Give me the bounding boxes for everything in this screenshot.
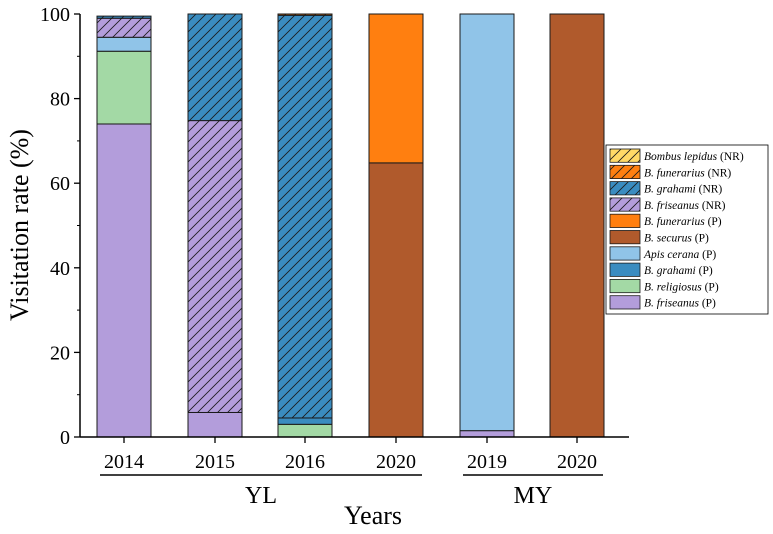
y-tick-label: 40	[50, 258, 70, 280]
legend-swatch	[609, 295, 641, 310]
x-tick-label: 2020	[557, 451, 597, 473]
legend-swatch	[609, 164, 641, 180]
bar-segment	[187, 13, 243, 122]
y-tick-label: 80	[50, 89, 70, 111]
legend-label: B. grahami (NR)	[644, 184, 722, 196]
legend-label: B. friseanus (NR)	[644, 200, 726, 212]
x-tick-label: 2015	[195, 451, 235, 473]
x-tick-label: 2014	[104, 451, 144, 473]
legend-swatch	[609, 181, 641, 196]
legend-label: B. funerarius (NR)	[644, 167, 731, 179]
legend-swatch	[609, 213, 641, 228]
y-tick-label: 60	[50, 173, 70, 195]
group-labels: YL MY	[100, 474, 603, 509]
y-tick-label: 100	[40, 4, 70, 26]
bar-segment	[187, 411, 243, 438]
bar-segment	[277, 417, 333, 425]
bar-segment	[96, 15, 152, 19]
bar-segment	[277, 13, 333, 16]
bar-segment	[459, 13, 515, 432]
legend-swatch	[609, 262, 641, 277]
legend-swatch	[609, 197, 641, 212]
legend-label: Apis cerana (P)	[643, 249, 716, 261]
x-tick-label: 2019	[467, 451, 507, 473]
bar-segment	[277, 14, 333, 419]
bar-segment	[96, 123, 152, 438]
x-tick-label: 2016	[285, 451, 325, 473]
bar-segment	[549, 13, 605, 438]
bar-segment	[277, 423, 333, 438]
legend-label: B. securus (P)	[644, 233, 709, 245]
group-label: MY	[514, 483, 553, 509]
legend-label: B. religiosus (P)	[644, 281, 719, 293]
bar-segment	[96, 50, 152, 125]
y-tick-label: 20	[50, 342, 70, 364]
bar-segment	[459, 430, 515, 438]
bar-segment	[368, 13, 424, 164]
bar-segment	[368, 162, 424, 438]
legend-swatch	[609, 278, 641, 294]
group-label: YL	[245, 483, 277, 509]
legend-swatch	[609, 246, 641, 261]
bars-layer	[96, 13, 605, 438]
legend-label: B. friseanus (P)	[644, 298, 716, 310]
legend: Bombus lepidus (NR) B. funerarius (NR) B. …	[605, 144, 769, 315]
legend-swatch	[609, 230, 641, 245]
x-axis-title: Years	[344, 501, 402, 530]
legend-label: B. grahami (P)	[644, 265, 713, 277]
axes-layer: 0 20 40 60 80 100 2014 2015 2016 2020 2019 2020	[40, 4, 629, 473]
y-axis-title: Visitation rate (%)	[5, 129, 34, 321]
bar-segment	[96, 36, 152, 52]
bar-segment	[187, 120, 243, 413]
legend-swatch	[609, 148, 641, 163]
legend-label: Bombus lepidus (NR)	[644, 151, 744, 163]
y-tick-label: 0	[60, 427, 70, 449]
x-tick-label: 2020	[376, 451, 416, 473]
legend-label: B. funerarius (P)	[644, 216, 722, 228]
bar-segment	[96, 17, 152, 38]
